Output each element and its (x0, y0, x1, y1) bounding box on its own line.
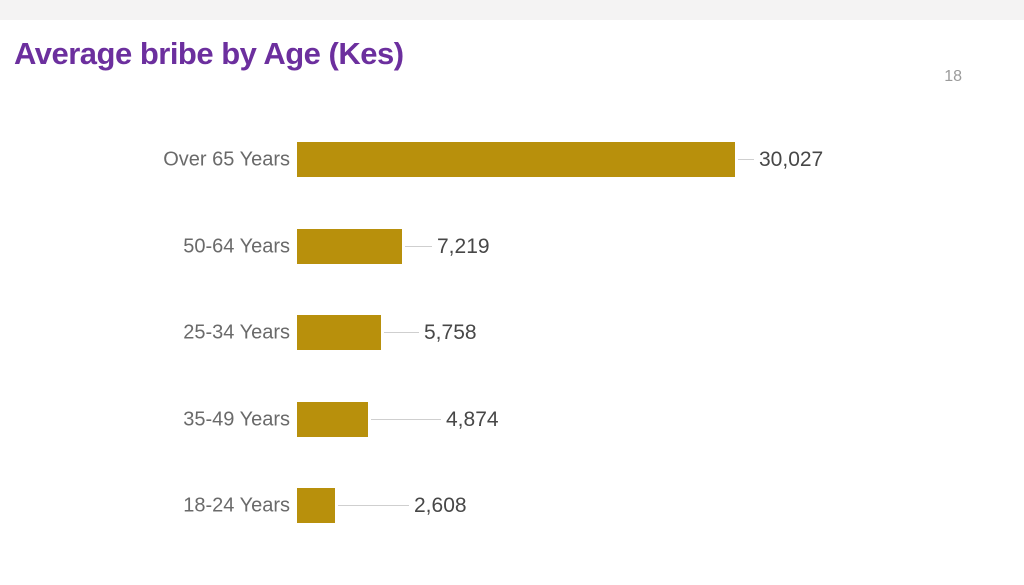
bar (297, 402, 369, 437)
bar (297, 315, 381, 350)
leader-line (371, 418, 441, 420)
leader-line (405, 245, 432, 247)
chart-row: 25-34 Years 5,758 (0, 315, 1024, 350)
chart-row: 18-24 Years 2,608 (0, 488, 1024, 523)
value-label: 5,758 (424, 320, 477, 344)
value-label: 7,219 (437, 234, 490, 258)
leader-line (338, 504, 409, 506)
category-label: 25-34 Years (183, 321, 290, 343)
bar (297, 142, 735, 177)
chart-row: 35-49 Years 4,874 (0, 402, 1024, 437)
category-label: Over 65 Years (163, 148, 290, 170)
category-label: 18-24 Years (183, 494, 290, 516)
bar (297, 488, 336, 523)
bar (297, 229, 403, 264)
page-title: Average bribe by Age (Kes) (14, 36, 404, 71)
page-number: 18 (944, 68, 962, 85)
leader-line (383, 331, 419, 333)
category-label: 35-49 Years (183, 408, 290, 430)
value-label: 2,608 (414, 493, 467, 517)
chart-row: 50-64 Years 7,219 (0, 229, 1024, 264)
leader-line (738, 158, 754, 160)
chart-row: Over 65 Years 30,027 (0, 142, 1024, 177)
value-label: 30,027 (759, 147, 824, 171)
category-label: 50-64 Years (183, 235, 290, 257)
top-strip (0, 0, 1024, 20)
value-label: 4,874 (446, 407, 499, 431)
